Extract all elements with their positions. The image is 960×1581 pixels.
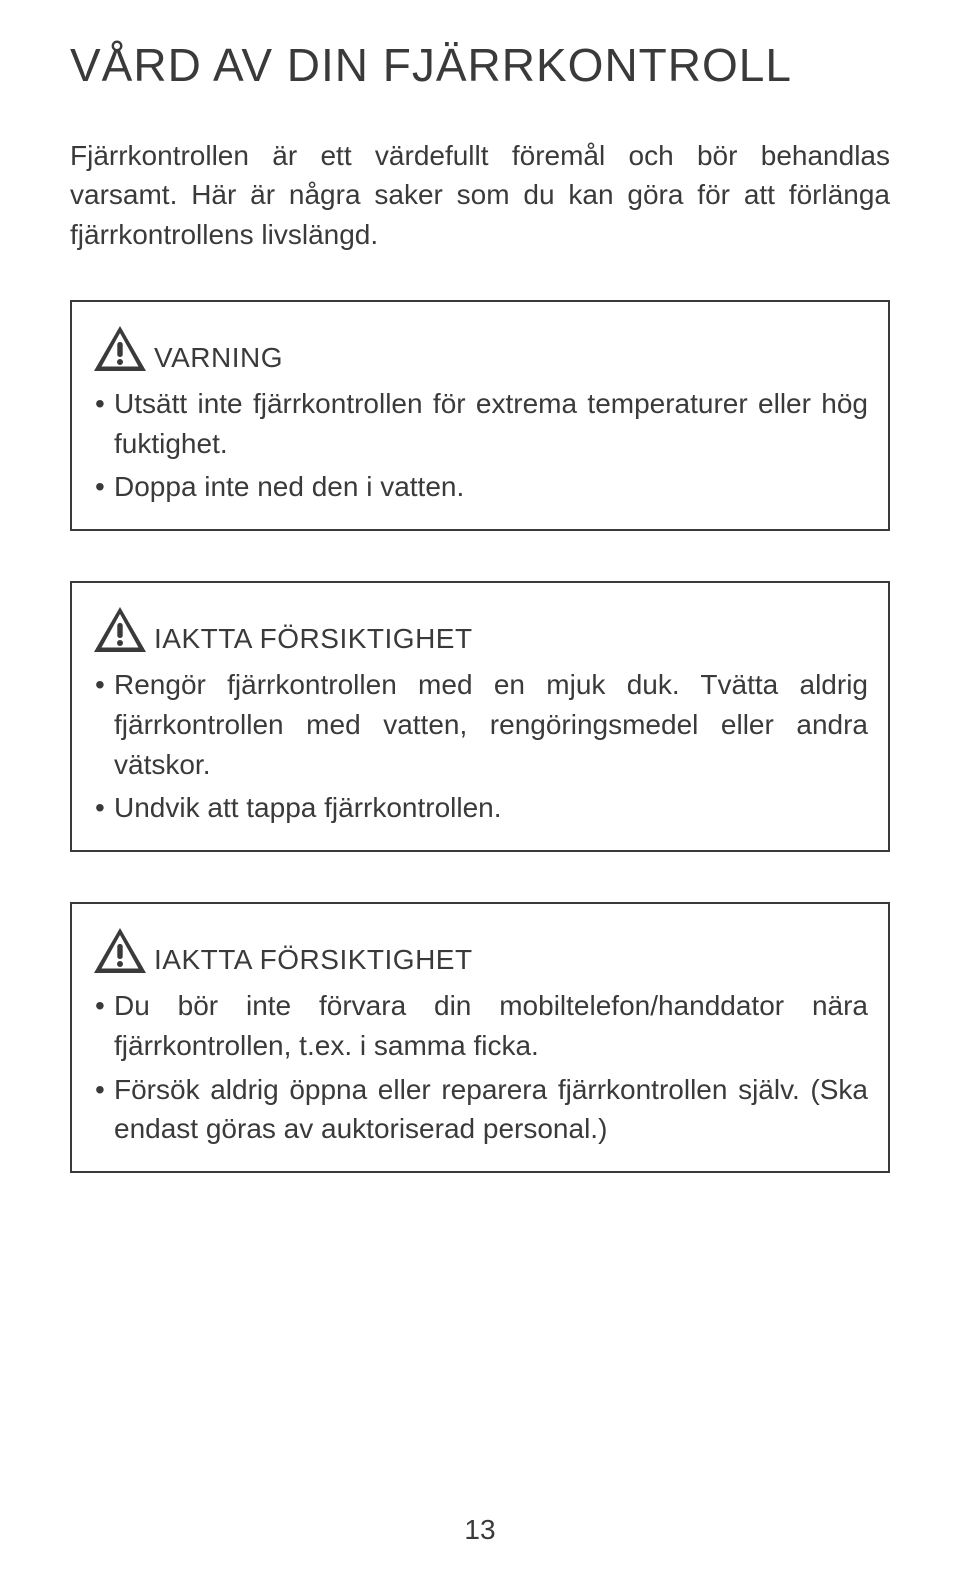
callout-caution: IAKTTA FÖRSIKTIGHET Rengör fjärrkontroll… xyxy=(70,581,890,852)
callout-header: VARNING xyxy=(92,324,868,374)
warning-triangle-icon xyxy=(92,605,148,655)
callout-header: IAKTTA FÖRSIKTIGHET xyxy=(92,605,868,655)
list-item: Doppa inte ned den i vatten. xyxy=(92,467,868,507)
list-item: Undvik att tappa fjärrkontrollen. xyxy=(92,788,868,828)
callout-warning: VARNING Utsätt inte fjärrkontrollen för … xyxy=(70,300,890,531)
list-item: Försök aldrig öppna eller reparera fjärr… xyxy=(92,1070,868,1150)
callout-header: IAKTTA FÖRSIKTIGHET xyxy=(92,926,868,976)
callout-title: IAKTTA FÖRSIKTIGHET xyxy=(154,944,473,976)
page-number: 13 xyxy=(0,1514,960,1546)
callout-list: Du bör inte förvara din mobiltelefon/han… xyxy=(92,986,868,1149)
callout-title: VARNING xyxy=(154,342,283,374)
page-title: VÅRD AV DIN FJÄRRKONTROLL xyxy=(70,40,890,91)
warning-triangle-icon xyxy=(92,926,148,976)
list-item: Rengör fjärrkontrollen med en mjuk duk. … xyxy=(92,665,868,784)
list-item: Utsätt inte fjärrkontrollen för extrema … xyxy=(92,384,868,464)
callout-list: Rengör fjärrkontrollen med en mjuk duk. … xyxy=(92,665,868,828)
list-item: Du bör inte förvara din mobiltelefon/han… xyxy=(92,986,868,1066)
callout-list: Utsätt inte fjärrkontrollen för extrema … xyxy=(92,384,868,507)
warning-triangle-icon xyxy=(92,324,148,374)
callout-caution: IAKTTA FÖRSIKTIGHET Du bör inte förvara … xyxy=(70,902,890,1173)
intro-paragraph: Fjärrkontrollen är ett värdefullt föremå… xyxy=(70,136,890,255)
callout-title: IAKTTA FÖRSIKTIGHET xyxy=(154,623,473,655)
manual-page: VÅRD AV DIN FJÄRRKONTROLL Fjärrkontrolle… xyxy=(0,0,960,1581)
